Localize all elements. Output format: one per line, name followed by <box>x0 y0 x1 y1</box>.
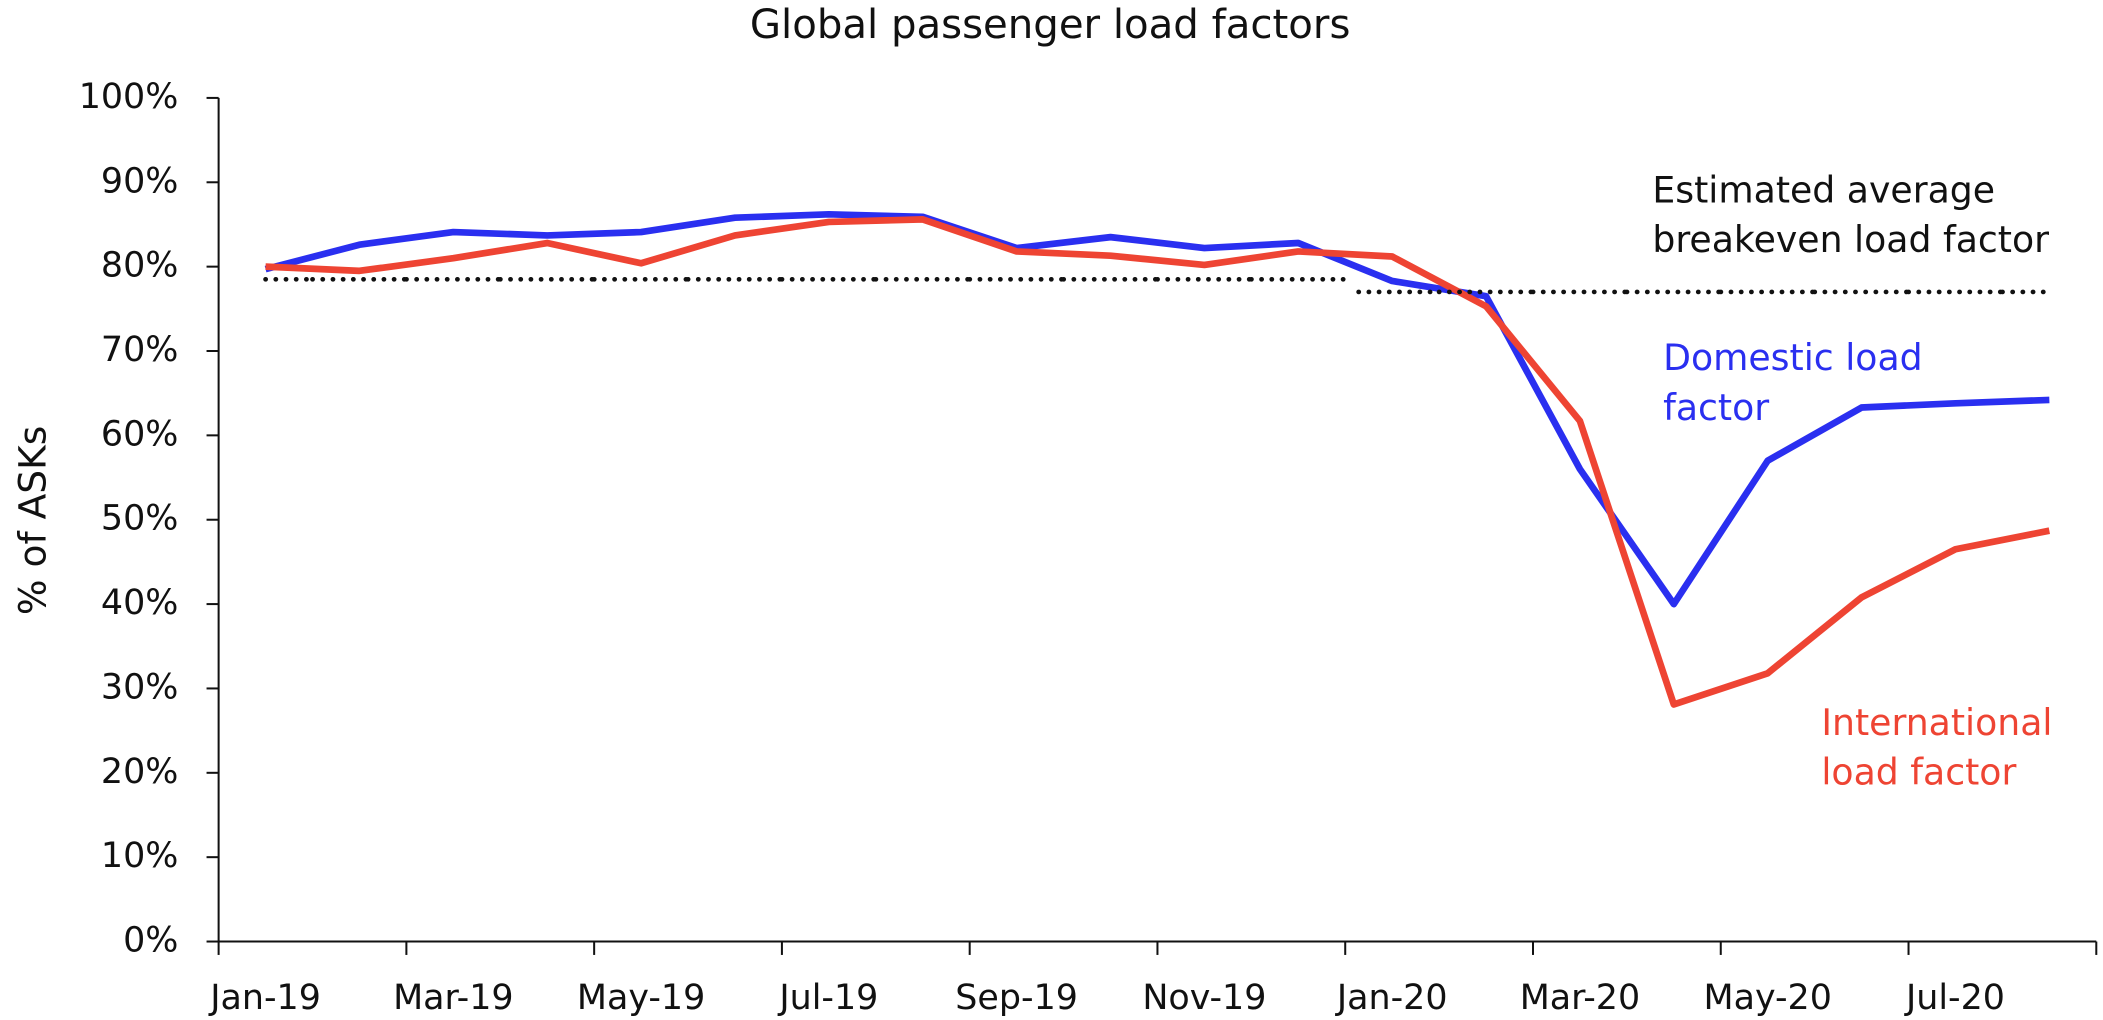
x-tick-label: Mar-19 <box>393 978 513 1018</box>
x-tick-label: Jul-19 <box>777 978 878 1018</box>
x-tick-label: May-20 <box>1704 978 1832 1018</box>
x-tick-label: Jul-20 <box>1904 978 2005 1018</box>
x-tick-label: Jan-19 <box>208 978 321 1018</box>
domestic-label: Domestic load factor <box>1663 337 1923 430</box>
international-note: International load factor <box>1821 702 2053 794</box>
x-tick-label: May-19 <box>577 978 705 1018</box>
y-tick-label: 30% <box>101 667 178 707</box>
y-tick-label: 70% <box>101 330 178 370</box>
y-axis-label: % of ASKs <box>10 426 54 615</box>
domestic-note: Domestic load factor <box>1663 337 1923 430</box>
international-label: International load factor <box>1821 702 2053 794</box>
chart-title: Global passenger load factors <box>750 2 1351 48</box>
x-tick-label: Mar-20 <box>1520 978 1640 1018</box>
breakeven-label: Estimated average breakeven load factor <box>1652 170 2050 262</box>
y-tick-label: 80% <box>101 246 178 286</box>
y-tick-label: 0% <box>123 921 178 961</box>
y-tick-label: 50% <box>101 499 178 539</box>
y-tick-label: 40% <box>101 583 178 623</box>
x-tick-label: Jan-20 <box>1335 978 1448 1018</box>
series-line <box>265 216 2051 708</box>
y-tick-label: 90% <box>101 161 178 201</box>
y-tick-label: 20% <box>101 752 178 792</box>
y-tick-label: 10% <box>101 836 178 876</box>
x-tick-label: Sep-19 <box>955 978 1078 1018</box>
series-line <box>264 210 2050 608</box>
y-tick-label: 100% <box>79 77 179 117</box>
breakeven-note: Estimated average breakeven load factor <box>1652 170 2050 262</box>
y-tick-label: 60% <box>101 414 178 454</box>
x-tick-label: Nov-19 <box>1142 978 1266 1018</box>
